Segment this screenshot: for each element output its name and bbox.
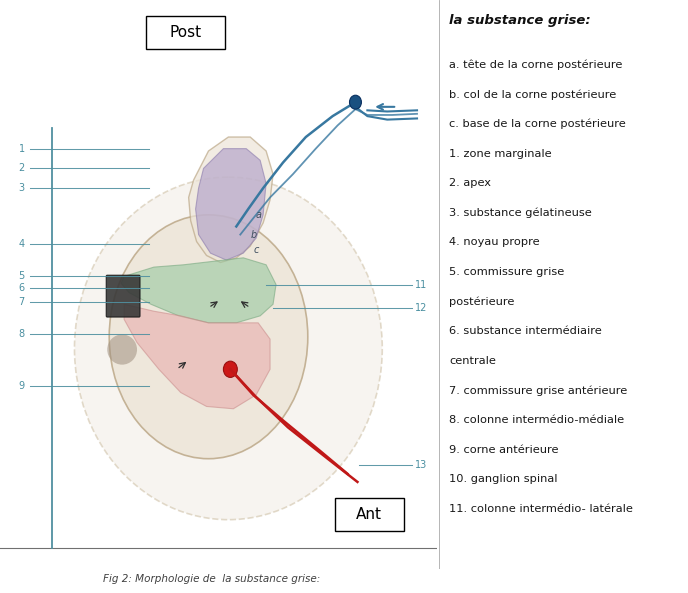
Text: 2: 2 bbox=[19, 164, 25, 173]
FancyBboxPatch shape bbox=[106, 275, 140, 317]
Text: 4. noyau propre: 4. noyau propre bbox=[449, 237, 539, 247]
Text: 1: 1 bbox=[19, 144, 25, 154]
Circle shape bbox=[224, 361, 237, 377]
FancyBboxPatch shape bbox=[334, 498, 404, 531]
Text: Ant: Ant bbox=[356, 507, 383, 522]
Polygon shape bbox=[189, 137, 273, 263]
Text: 9. corne antérieure: 9. corne antérieure bbox=[449, 445, 559, 455]
Text: 12: 12 bbox=[415, 303, 427, 313]
Text: 6: 6 bbox=[19, 283, 25, 293]
Text: postérieure: postérieure bbox=[449, 296, 515, 307]
Text: 3: 3 bbox=[19, 183, 25, 193]
Text: 1. zone marginale: 1. zone marginale bbox=[449, 149, 552, 158]
Text: la substance grise:: la substance grise: bbox=[449, 14, 590, 27]
Text: c: c bbox=[253, 245, 259, 254]
Text: b. col de la corne postérieure: b. col de la corne postérieure bbox=[449, 90, 616, 100]
Text: Fig 2: Morphologie de  la substance grise:: Fig 2: Morphologie de la substance grise… bbox=[103, 574, 321, 584]
Text: 8. colonne intermédio-médiale: 8. colonne intermédio-médiale bbox=[449, 415, 624, 425]
Text: 11. colonne intermédio- latérale: 11. colonne intermédio- latérale bbox=[449, 504, 633, 514]
Ellipse shape bbox=[107, 334, 137, 365]
Text: 2. apex: 2. apex bbox=[449, 178, 491, 188]
Text: a: a bbox=[255, 210, 261, 220]
Text: centrale: centrale bbox=[449, 356, 496, 366]
Circle shape bbox=[350, 95, 361, 109]
Text: 5: 5 bbox=[19, 272, 25, 282]
Polygon shape bbox=[195, 149, 266, 260]
Text: 4: 4 bbox=[19, 239, 25, 249]
Text: 9: 9 bbox=[19, 381, 25, 391]
FancyBboxPatch shape bbox=[146, 16, 226, 49]
Ellipse shape bbox=[109, 215, 308, 459]
Text: 11: 11 bbox=[415, 279, 427, 289]
Text: 13: 13 bbox=[415, 460, 427, 470]
Ellipse shape bbox=[74, 177, 383, 519]
Text: 7. commissure grise antérieure: 7. commissure grise antérieure bbox=[449, 385, 627, 396]
Text: Post: Post bbox=[170, 25, 202, 40]
Text: c. base de la corne postérieure: c. base de la corne postérieure bbox=[449, 119, 625, 129]
Text: 10. ganglion spinal: 10. ganglion spinal bbox=[449, 474, 557, 484]
Polygon shape bbox=[124, 304, 270, 409]
Polygon shape bbox=[121, 258, 276, 323]
Text: 7: 7 bbox=[19, 297, 25, 307]
Text: 8: 8 bbox=[19, 330, 25, 339]
Text: 6. substance intermédiaire: 6. substance intermédiaire bbox=[449, 326, 602, 336]
Text: 3. substance gélatineuse: 3. substance gélatineuse bbox=[449, 208, 592, 218]
Text: 5. commissure grise: 5. commissure grise bbox=[449, 267, 564, 277]
Text: a. tête de la corne postérieure: a. tête de la corne postérieure bbox=[449, 60, 622, 71]
Text: b: b bbox=[251, 229, 257, 240]
